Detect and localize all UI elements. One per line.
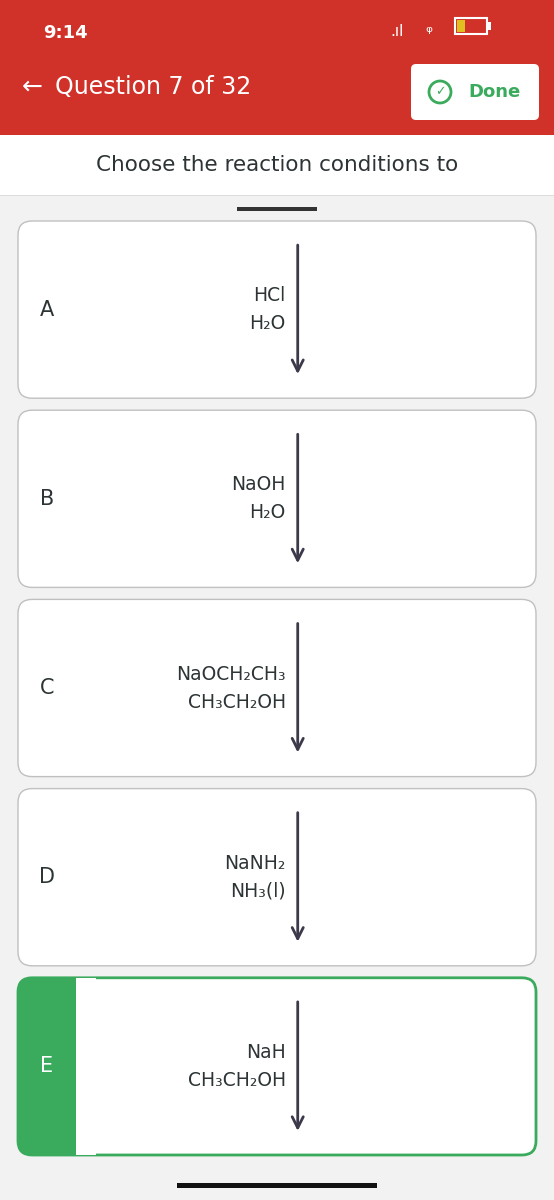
FancyBboxPatch shape xyxy=(18,788,536,966)
Text: NH₃(l): NH₃(l) xyxy=(230,882,286,901)
Bar xyxy=(177,1183,377,1188)
Text: H₂O: H₂O xyxy=(249,314,286,334)
Bar xyxy=(487,22,491,30)
Bar xyxy=(457,20,465,32)
Text: D: D xyxy=(39,868,55,887)
Text: ✓: ✓ xyxy=(435,85,445,98)
FancyBboxPatch shape xyxy=(18,599,536,776)
Text: ᵠ: ᵠ xyxy=(425,24,432,42)
Bar xyxy=(237,206,317,211)
Text: NaOH: NaOH xyxy=(232,475,286,494)
Bar xyxy=(455,18,487,34)
Text: A: A xyxy=(40,300,54,319)
Text: Choose the reaction conditions to: Choose the reaction conditions to xyxy=(96,155,458,175)
Text: NaNH₂: NaNH₂ xyxy=(224,853,286,872)
FancyBboxPatch shape xyxy=(411,64,539,120)
Text: Done: Done xyxy=(468,83,520,101)
FancyBboxPatch shape xyxy=(18,221,536,398)
Text: CH₃CH₂OH: CH₃CH₂OH xyxy=(188,692,286,712)
FancyBboxPatch shape xyxy=(18,410,536,588)
Text: .ıl: .ıl xyxy=(390,24,403,38)
Text: NaH: NaH xyxy=(246,1043,286,1062)
Text: CH₃CH₂OH: CH₃CH₂OH xyxy=(188,1070,286,1090)
Text: NaOCH₂CH₃: NaOCH₂CH₃ xyxy=(176,665,286,684)
Bar xyxy=(0,0,554,134)
Text: 9:14: 9:14 xyxy=(43,24,88,42)
Text: H₂O: H₂O xyxy=(249,503,286,522)
FancyBboxPatch shape xyxy=(18,978,90,1154)
Text: ←: ← xyxy=(22,74,43,98)
Bar xyxy=(76,978,96,1154)
FancyBboxPatch shape xyxy=(18,978,536,1154)
Bar xyxy=(0,134,554,194)
Text: C: C xyxy=(40,678,54,698)
Text: B: B xyxy=(40,488,54,509)
Text: HCl: HCl xyxy=(254,286,286,305)
Text: E: E xyxy=(40,1056,54,1076)
Text: Question 7 of 32: Question 7 of 32 xyxy=(55,74,252,98)
